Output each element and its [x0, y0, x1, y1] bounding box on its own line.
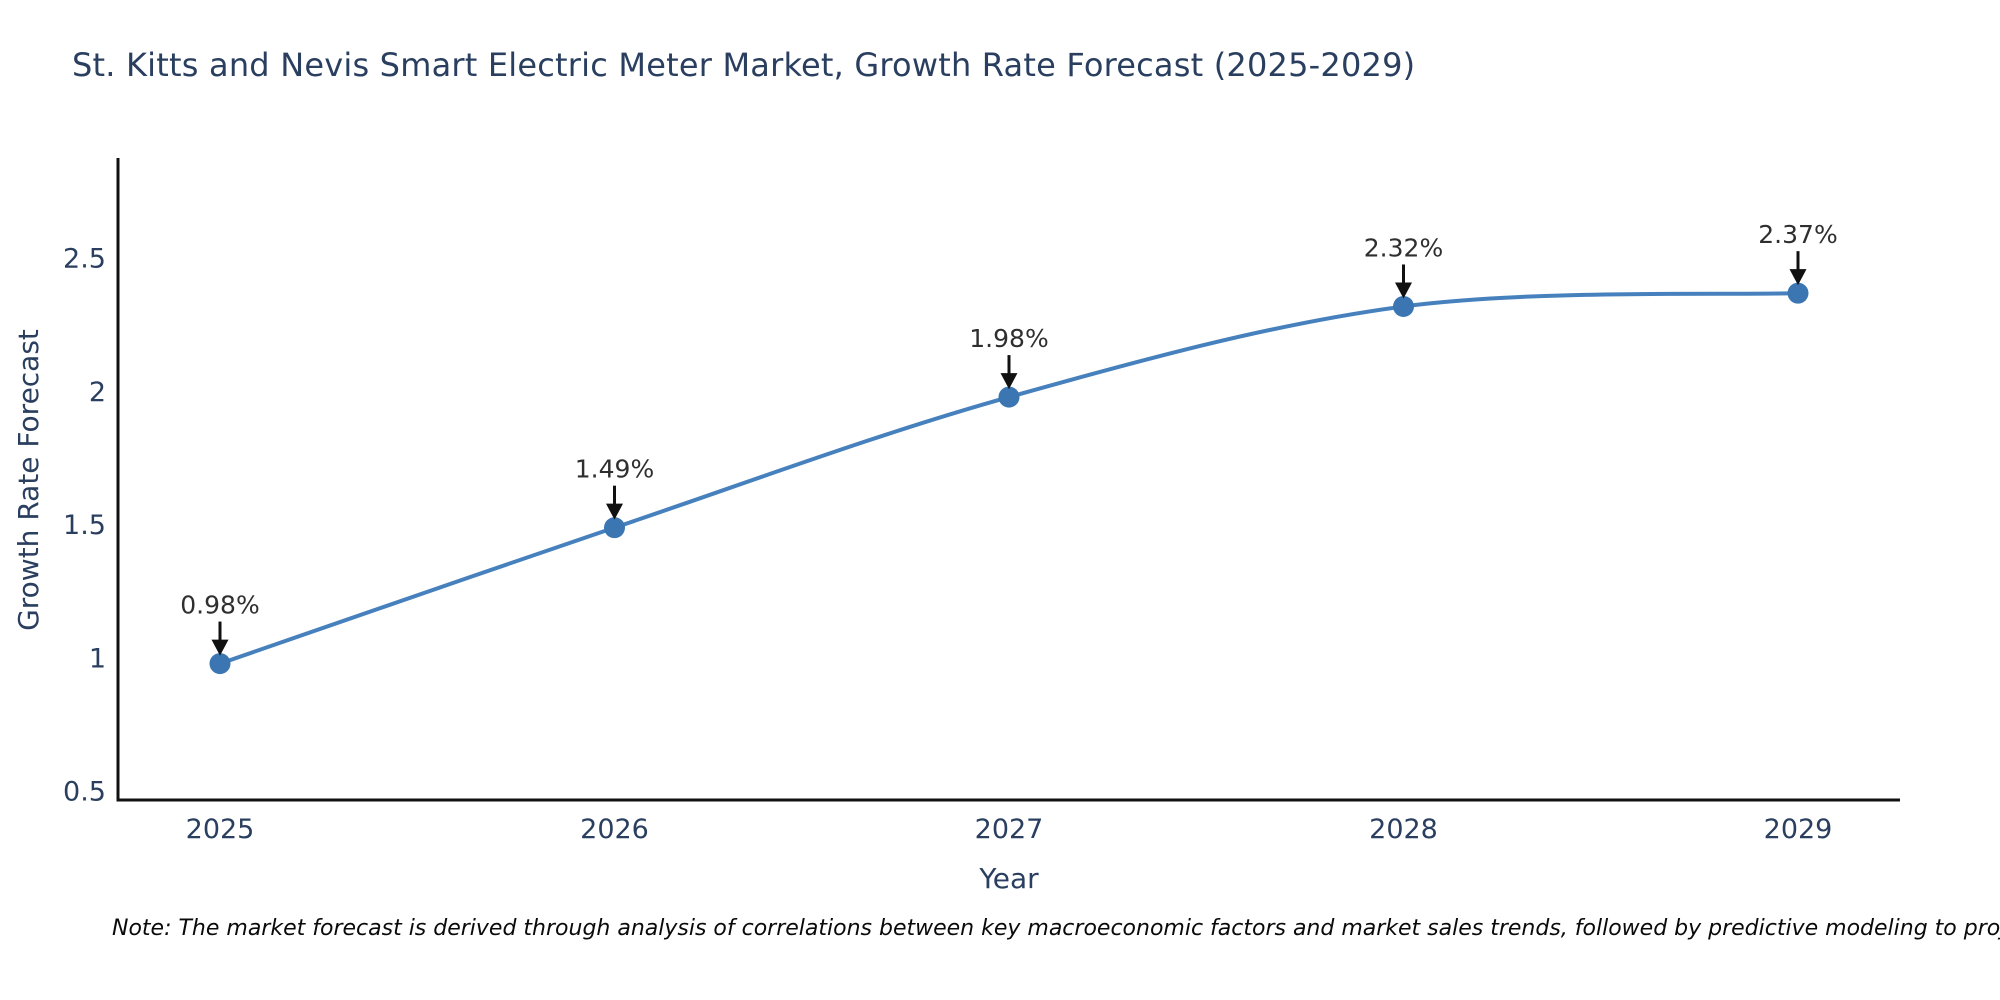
annotation-label: 1.49% [575, 455, 654, 484]
data-point-marker [604, 517, 625, 539]
annotation-label: 2.32% [1364, 233, 1443, 262]
y-tick-label: 2 [89, 377, 106, 408]
annotation-arrowhead [1395, 282, 1412, 299]
footnote: Note: The market forecast is derived thr… [112, 916, 2000, 941]
x-tick-label: 2028 [1369, 814, 1438, 845]
annotation-arrowhead [1000, 373, 1018, 390]
series-group [209, 282, 1809, 675]
annotation-arrowhead [1789, 269, 1807, 286]
annotation-label: 2.37% [1758, 220, 1837, 249]
x-tick-label: 2027 [975, 814, 1044, 845]
data-point-marker [209, 653, 231, 675]
annotation-label: 1.98% [969, 324, 1048, 353]
annotation-label: 0.98% [180, 591, 259, 620]
annotation-arrowhead [606, 503, 623, 520]
annotations-group: 0.98% 1.49% 1.98% 2.32% 2.37% [180, 220, 1838, 656]
y-tick-label: 1.5 [63, 510, 106, 541]
y-tick-label: 1 [89, 643, 106, 674]
data-point-marker [1787, 282, 1809, 304]
chart-title: St. Kitts and Nevis Smart Electric Meter… [72, 46, 1416, 84]
x-tick-label: 2025 [186, 814, 255, 845]
y-tick-label: 2.5 [63, 244, 106, 275]
x-tick-label: 2029 [1764, 814, 1833, 845]
data-point-marker [1393, 295, 1414, 317]
x-axis-title: Year [978, 862, 1039, 895]
annotation-arrowhead [211, 639, 229, 656]
y-axis-tick-labels: 0.5 1 1.5 2 2.5 [63, 244, 106, 808]
x-tick-label: 2026 [580, 814, 649, 845]
x-axis-tick-labels: 2025 2026 2027 2028 2029 [186, 814, 1833, 845]
y-tick-label: 0.5 [63, 777, 106, 808]
y-axis-title: Growth Rate Forecast [12, 329, 45, 631]
data-point-marker [998, 386, 1020, 408]
